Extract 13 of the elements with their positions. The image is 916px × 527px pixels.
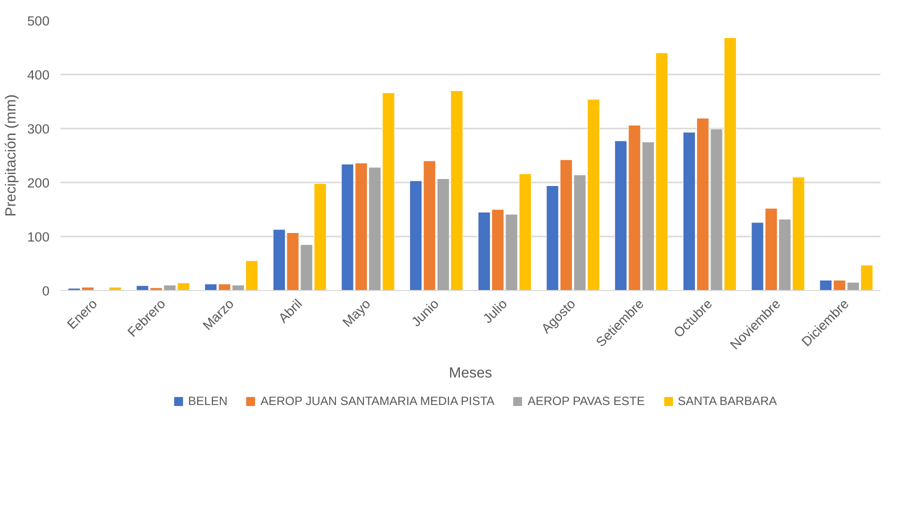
y-tick-label: 400 [27,68,50,82]
y-tick-label: 200 [27,176,50,190]
x-axis-title: Meses [448,366,492,382]
legend-label: SANTA BARBARA [678,394,777,408]
legend-label: AEROP JUAN SANTAMARIA MEDIA PISTA [260,394,495,408]
y-axis-title: Precipitación (mm) [3,94,20,217]
legend-label: AEROP PAVAS ESTE [528,394,645,408]
x-tick-label: Julio [480,296,510,326]
y-tick-label: 300 [27,122,50,136]
y-tick-label: 100 [27,230,50,244]
legend-label: BELEN [188,394,228,408]
y-tick-label: 0 [42,284,50,298]
y-tick-label: 500 [27,14,50,28]
